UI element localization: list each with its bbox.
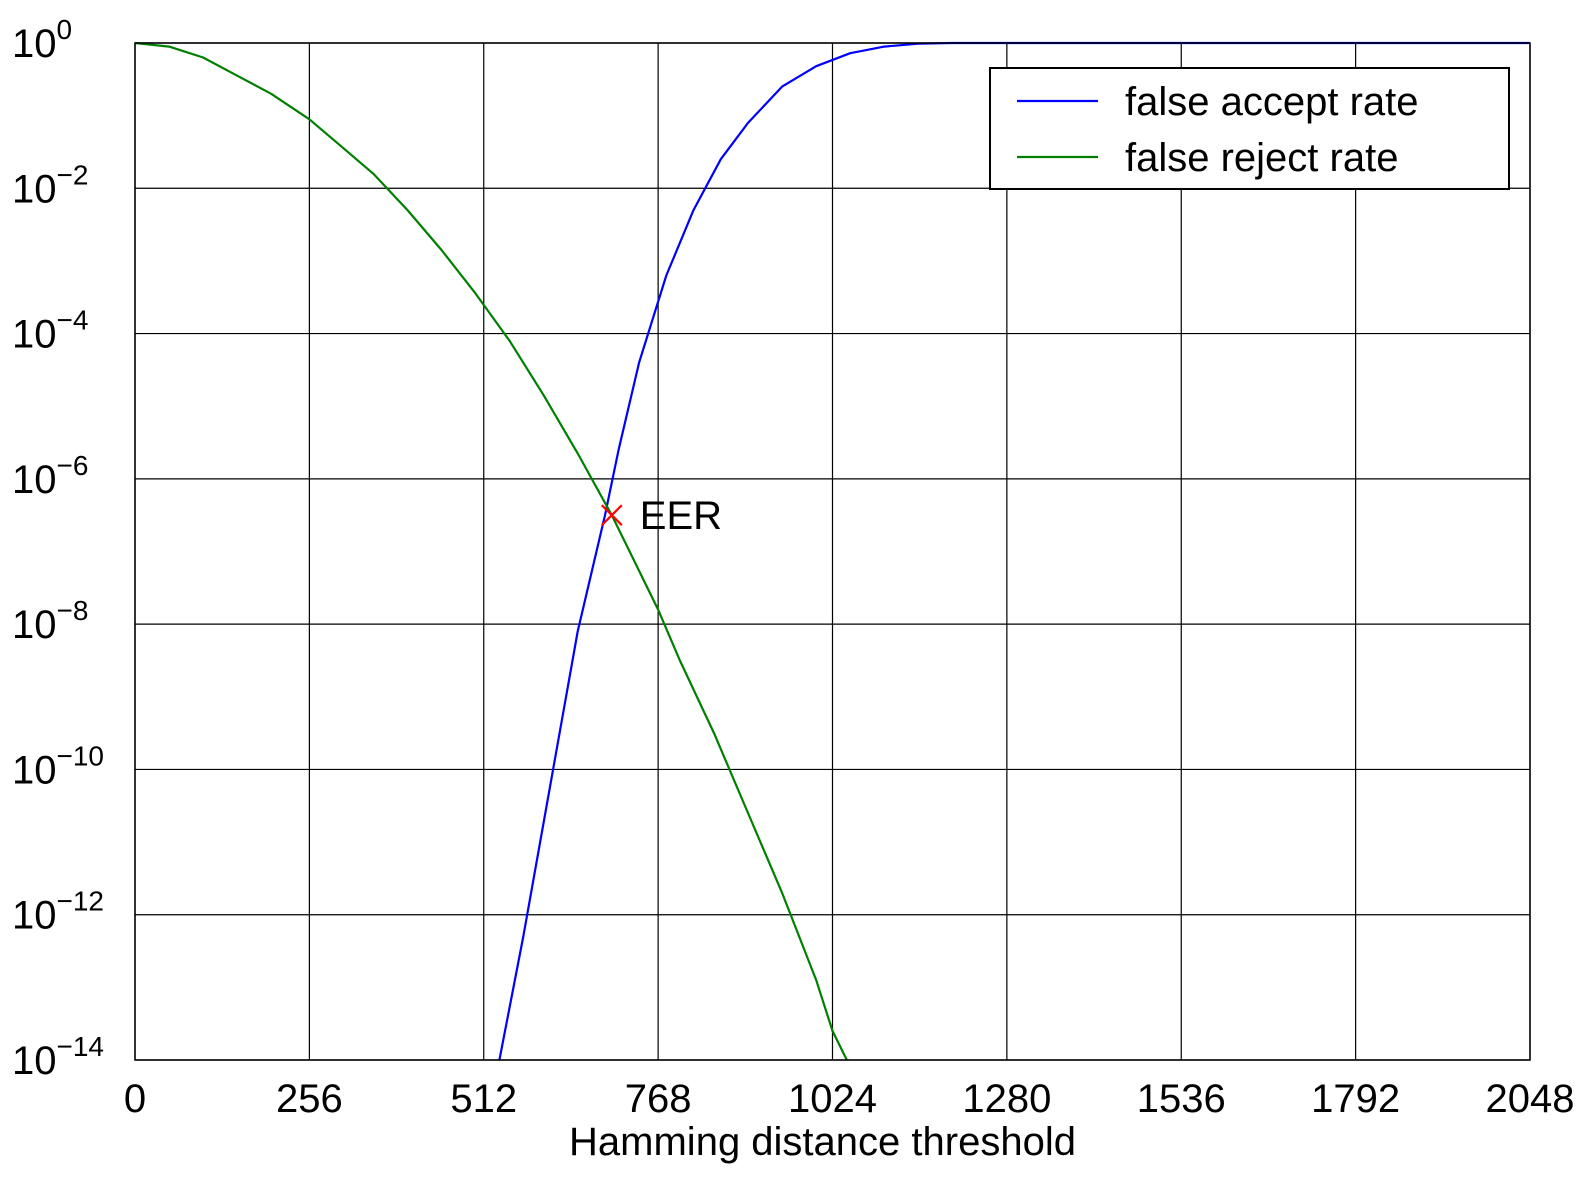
series-layer	[134, 41, 1530, 1061]
x-tick-label: 1024	[788, 1077, 877, 1121]
plot-frame	[134, 42, 1531, 1061]
x-tick-label: 0	[124, 1077, 146, 1121]
x-tick-label: 768	[625, 1077, 692, 1121]
eer-label: EER	[640, 494, 722, 538]
false-accept-rate-line	[498, 41, 1530, 1061]
x-tick-label: 1792	[1311, 1077, 1400, 1121]
legend-box	[989, 67, 1510, 190]
legend-label: false accept rate	[1125, 80, 1419, 124]
x-tick-label: 1536	[1137, 1077, 1226, 1121]
false-reject-rate-line	[134, 41, 848, 1061]
x-axis-label: Hamming distance threshold	[569, 1120, 1076, 1164]
y-tick-label: 10−14	[12, 1031, 104, 1083]
y-tick-label: 100	[12, 14, 72, 66]
eer-annotation: EER	[601, 494, 722, 538]
eer-marker	[601, 504, 623, 526]
x-tick-label: 2048	[1486, 1077, 1575, 1121]
y-tick-label: 10−8	[12, 595, 88, 647]
x-tick-label: 1280	[962, 1077, 1051, 1121]
y-tick-label: 10−10	[12, 740, 104, 792]
y-tick-label: 10−6	[12, 450, 88, 502]
y-tick-label: 10−2	[12, 159, 88, 211]
grid	[134, 42, 1531, 1061]
x-tick-label: 256	[276, 1077, 343, 1121]
x-tick-label: 512	[450, 1077, 517, 1121]
legend-label: false reject rate	[1125, 136, 1398, 180]
y-tick-labels: 100 10−2 10−4 10−6 10−8 10−10 10−12 10−14	[12, 14, 104, 1083]
x-tick-labels: 0 256 512 768 1024 1280 1536 1792 2048	[124, 1077, 1575, 1121]
legend-item: false accept rate	[1017, 80, 1419, 124]
legend-item: false reject rate	[1017, 136, 1398, 180]
y-tick-label: 10−12	[12, 886, 104, 938]
y-tick-label: 10−4	[12, 305, 88, 357]
legend: false accept rate false reject rate	[989, 67, 1510, 190]
